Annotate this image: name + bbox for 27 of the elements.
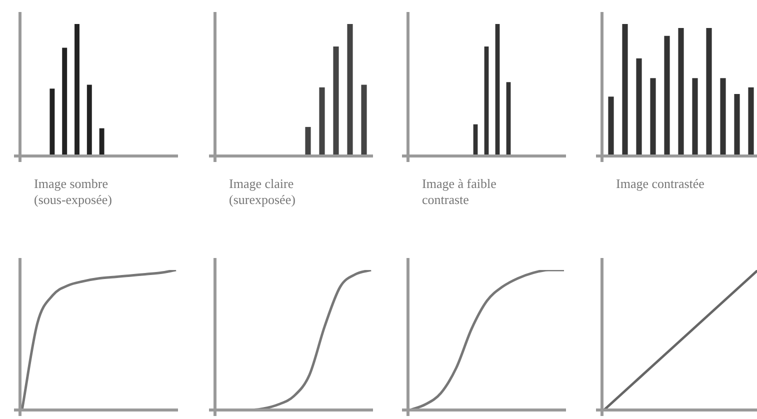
bar [99, 128, 104, 156]
x-axis-title: Image sombre (sous-exposée) [34, 176, 113, 208]
bar [319, 87, 325, 156]
x-axis-title: Image à faible contraste [422, 176, 498, 208]
bar [495, 24, 500, 156]
bar [636, 58, 642, 156]
bar [664, 36, 670, 156]
x-axis-title: Image claire (surexposée) [229, 176, 296, 208]
bar [62, 48, 68, 156]
bar [692, 78, 698, 156]
bar [347, 24, 353, 156]
x-axis-title: Image contrastée [616, 176, 706, 192]
bar [361, 84, 367, 156]
bar [484, 46, 489, 156]
bar [333, 46, 339, 156]
bar [608, 96, 614, 156]
bar [678, 28, 684, 156]
bar [706, 28, 712, 156]
bar [86, 84, 92, 156]
bar [622, 24, 628, 156]
bar [650, 78, 656, 156]
bar [74, 24, 80, 156]
bar [720, 78, 726, 156]
bar [305, 126, 311, 156]
bar [748, 87, 754, 156]
bar [734, 94, 740, 156]
bar [50, 88, 55, 156]
